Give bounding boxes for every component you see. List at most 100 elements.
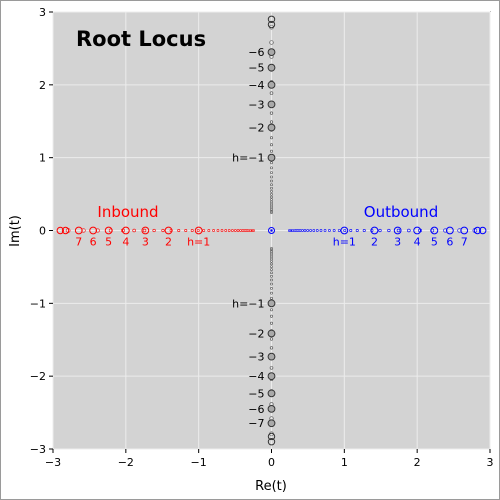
point-label: −3 xyxy=(248,351,264,364)
point-label: h=−1 xyxy=(232,297,264,310)
x-tick-label: 0 xyxy=(268,456,275,469)
locus-point xyxy=(430,226,439,235)
locus-point xyxy=(267,438,276,446)
locus-trace-point xyxy=(269,91,274,95)
locus-trace-point xyxy=(270,248,273,252)
locus-trace-point xyxy=(269,366,274,370)
locus-trace-point xyxy=(142,228,147,233)
point-label: 6 xyxy=(446,236,453,249)
x-tick-label: 3 xyxy=(487,456,494,469)
locus-trace-point xyxy=(239,229,242,232)
locus-point xyxy=(267,329,276,338)
point-label: −3 xyxy=(248,98,264,111)
locus-trace-point xyxy=(152,228,156,233)
locus-trace-point xyxy=(312,229,316,232)
point-label: −6 xyxy=(248,403,264,416)
origin-dot xyxy=(270,229,273,232)
point-label: 3 xyxy=(394,236,401,249)
locus-trace-point xyxy=(207,229,211,232)
locus-point xyxy=(393,226,402,235)
locus-trace-point xyxy=(212,229,215,232)
point-label: −2 xyxy=(248,122,264,135)
locus-point xyxy=(194,226,203,235)
locus-point xyxy=(460,226,469,235)
locus-trace-point xyxy=(407,228,411,233)
locus-trace-point xyxy=(270,287,273,290)
locus-point xyxy=(141,226,150,235)
locus-trace-point xyxy=(249,229,252,232)
locus-trace-point xyxy=(269,40,274,45)
locus-trace-point xyxy=(270,179,273,183)
locus-trace-point xyxy=(443,228,448,233)
locus-point xyxy=(267,432,276,441)
locus-trace-point xyxy=(270,171,273,174)
locus-trace-point xyxy=(387,228,391,233)
locus-point xyxy=(267,20,276,29)
locus-trace-point xyxy=(270,198,273,201)
locus-trace-point xyxy=(270,193,273,196)
point-label: 4 xyxy=(414,236,421,249)
locus-trace-point xyxy=(270,296,273,300)
locus-point xyxy=(267,100,276,109)
locus-trace-point xyxy=(269,136,274,140)
locus-trace-point xyxy=(323,229,327,232)
locus-trace-point xyxy=(270,260,273,263)
locus-point xyxy=(445,226,454,235)
locus-point xyxy=(473,226,482,235)
locus-trace-point xyxy=(220,229,224,232)
locus-trace-point xyxy=(355,229,359,232)
locus-trace-point xyxy=(289,229,293,232)
locus-trace-point xyxy=(328,229,331,232)
locus-trace-point xyxy=(349,229,353,232)
locus-trace-point xyxy=(270,211,273,214)
locus-trace-point xyxy=(234,229,237,232)
locus-trace-point xyxy=(269,337,274,341)
locus-trace-point xyxy=(343,229,347,232)
locus-point xyxy=(267,123,276,132)
locus-trace-point xyxy=(270,166,273,170)
x-tick-label: −1 xyxy=(191,456,207,469)
locus-trace-point xyxy=(269,321,274,325)
locus-point xyxy=(267,48,276,57)
locus-trace-point xyxy=(270,143,273,147)
y-tick-label: −1 xyxy=(30,297,46,310)
point-label: −4 xyxy=(248,79,264,92)
locus-point xyxy=(267,153,276,162)
locus-trace-point xyxy=(132,228,136,233)
locus-point xyxy=(267,352,276,361)
point-label: 7 xyxy=(75,236,82,249)
y-tick-label: 3 xyxy=(39,6,46,19)
locus-trace-point xyxy=(269,120,274,124)
locus-point xyxy=(267,15,276,23)
locus-trace-point xyxy=(196,229,200,232)
locus-trace-point xyxy=(270,265,273,268)
locus-point xyxy=(164,226,173,235)
locus-trace-point xyxy=(315,229,319,232)
locus-trace-point xyxy=(216,229,220,232)
locus-point xyxy=(121,226,130,235)
point-label: h=−1 xyxy=(232,152,264,165)
point-label: 5 xyxy=(105,236,112,249)
point-label: 7 xyxy=(461,236,468,249)
point-label: −4 xyxy=(248,370,264,383)
x-axis-label: Re(t) xyxy=(255,479,287,494)
locus-point xyxy=(267,389,276,398)
locus-trace-point xyxy=(236,229,240,232)
locus-trace-point xyxy=(224,229,228,232)
locus-point xyxy=(413,226,422,235)
y-tick-label: 2 xyxy=(39,79,46,92)
locus-trace-point xyxy=(378,228,382,233)
point-label: −7 xyxy=(248,417,264,430)
locus-trace-point xyxy=(270,250,273,253)
locus-trace-point xyxy=(269,346,274,350)
locus-point xyxy=(267,372,276,381)
point-label: −2 xyxy=(248,327,264,340)
locus-point xyxy=(479,226,487,235)
locus-trace-point xyxy=(161,228,165,233)
axis-ticks: −3 −2 −1 0 1 2 3 −3 −2 −1 0 1 2 3 xyxy=(30,6,494,469)
locus-trace-point xyxy=(270,308,273,312)
chart-title: Root Locus xyxy=(76,27,206,51)
data-points xyxy=(56,15,487,446)
locus-trace-point xyxy=(332,229,336,232)
